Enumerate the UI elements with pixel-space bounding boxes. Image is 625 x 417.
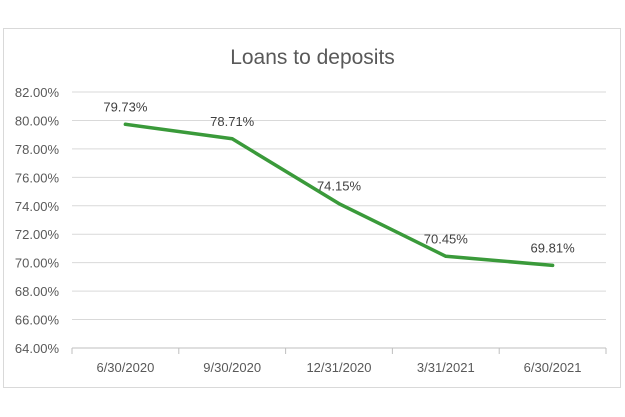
y-tick-label: 76.00% xyxy=(15,170,60,185)
x-axis-tick-labels: 6/30/2020 9/30/2020 12/31/2020 3/31/2021 6/3… xyxy=(96,360,581,375)
y-tick-label: 80.00% xyxy=(15,113,60,128)
data-point xyxy=(444,254,448,258)
data-point xyxy=(551,263,555,267)
data-point xyxy=(337,202,341,206)
y-tick-label: 78.00% xyxy=(15,142,60,157)
series-group xyxy=(123,122,555,268)
y-tick-label: 72.00% xyxy=(15,227,60,242)
y-tick-label: 64.00% xyxy=(15,341,60,356)
data-point xyxy=(230,137,234,141)
series-line xyxy=(123,122,555,268)
y-tick-label: 70.00% xyxy=(15,256,60,271)
y-axis-tick-labels: 64.00% 66.00% 68.00% 70.00% 72.00% 74.00% 76.0… xyxy=(15,85,60,356)
y-tick-label: 82.00% xyxy=(15,85,60,100)
y-tick-label: 74.00% xyxy=(15,199,60,214)
x-tick-label: 3/31/2021 xyxy=(417,360,475,375)
x-tick-label: 9/30/2020 xyxy=(203,360,261,375)
data-label: 70.45% xyxy=(424,231,469,246)
data-label: 78.71% xyxy=(210,114,255,129)
data-label: 69.81% xyxy=(531,240,576,255)
chart-frame xyxy=(3,28,621,388)
chart-title: Loans to deposits xyxy=(230,46,395,69)
gridlines xyxy=(72,91,606,321)
x-tick-label: 6/30/2020 xyxy=(96,360,154,375)
x-tick-label: 12/31/2020 xyxy=(306,360,371,375)
x-tick-label: 6/30/2021 xyxy=(524,360,582,375)
y-tick-label: 68.00% xyxy=(15,284,60,299)
x-axis xyxy=(71,347,607,354)
y-tick-label: 66.00% xyxy=(15,313,60,328)
data-label: 79.73% xyxy=(103,99,148,114)
data-labels: 79.73% 78.71% 74.15% 70.45% 69.81% xyxy=(103,99,575,255)
data-label: 74.15% xyxy=(317,179,362,194)
data-point xyxy=(123,122,127,126)
